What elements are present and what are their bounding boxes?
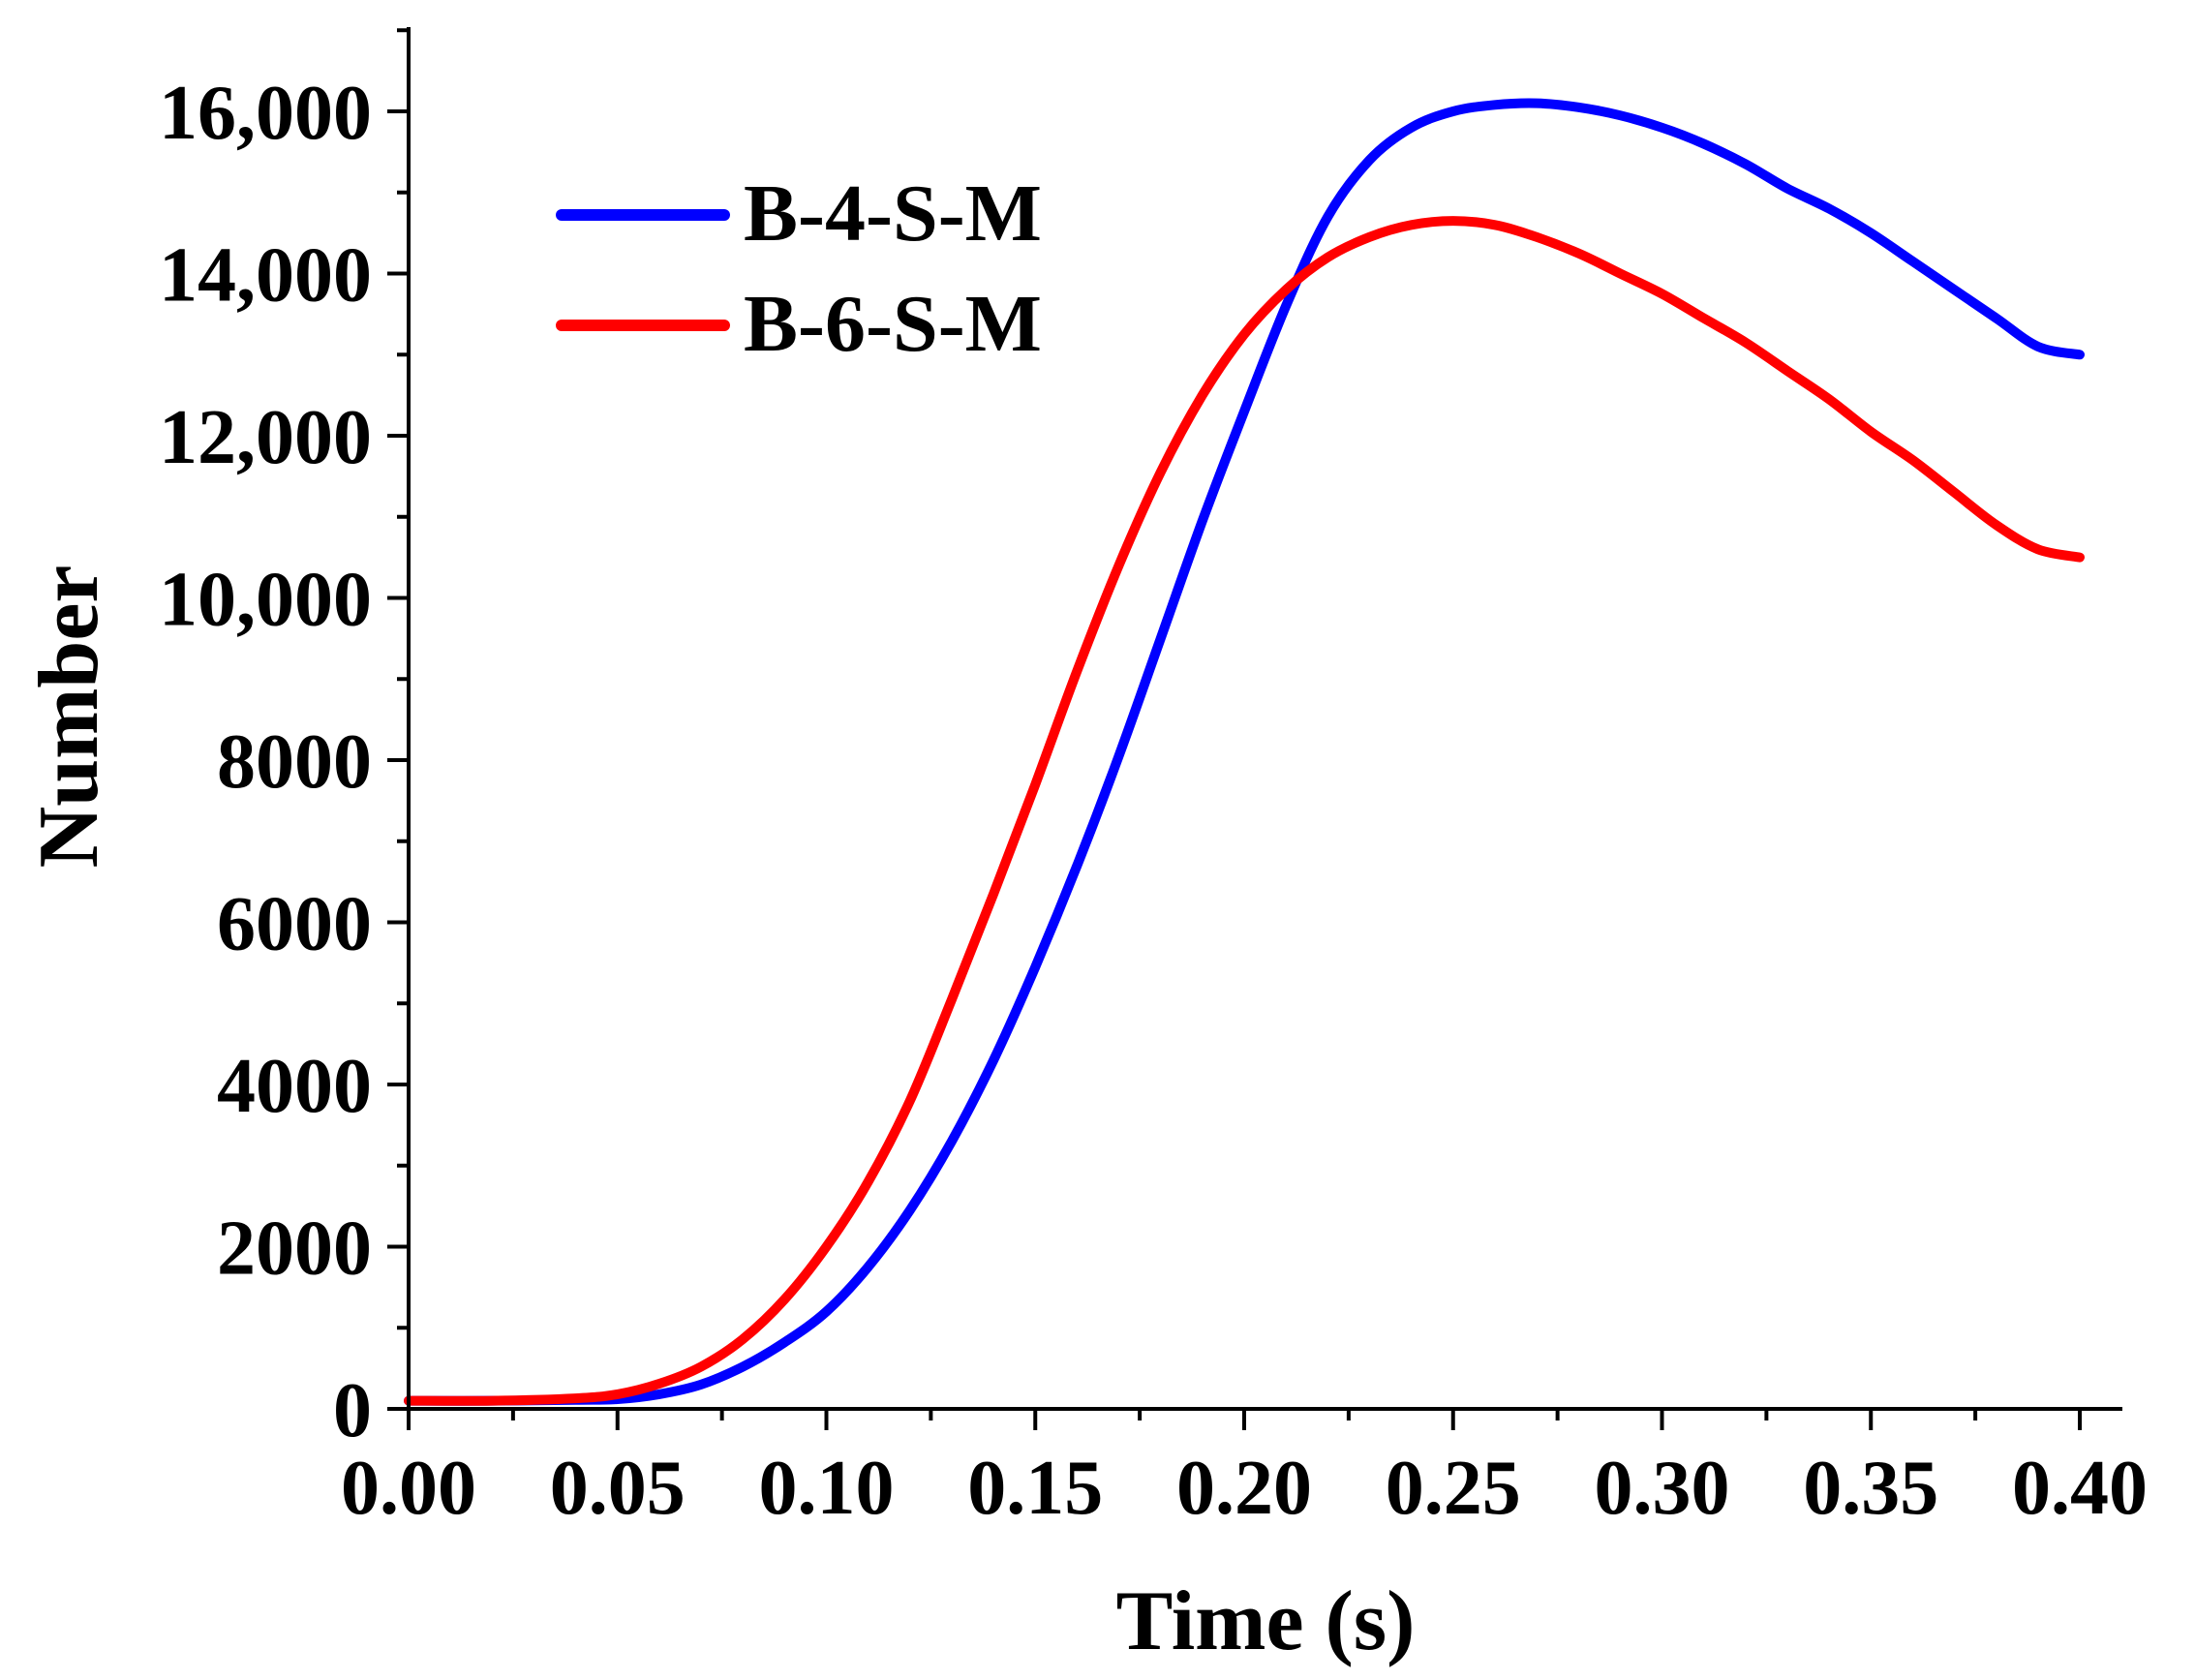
ticks [387,28,2082,1430]
y-tick-label: 2000 [217,1207,372,1292]
y-tick-label: 10,000 [159,558,372,643]
y-tick-label: 0 [333,1368,372,1453]
series-line-b4sm [404,98,2085,1406]
tick-labels: 0.00 0.05 0.10 0.15 0.20 0.25 0.30 0.35 0.40 0 200… [159,71,2148,1531]
axes [407,27,2122,1411]
x-tick-label: 0.30 [1595,1446,1730,1531]
x-tick-label: 0.25 [1386,1446,1521,1531]
x-tick-label: 0.05 [550,1446,686,1531]
x-axis-title: Time (s) [1116,1574,1416,1668]
y-tick-label: 8000 [217,719,372,805]
x-tick-label: 0.10 [759,1446,895,1531]
x-tick-label: 0.40 [2012,1446,2148,1531]
y-axis-title: Number [22,565,116,869]
x-tick-label: 0.15 [967,1446,1103,1531]
legend-label-b6sm: B-6-S-M [744,279,1042,369]
legend-label-b4sm: B-4-S-M [744,168,1042,259]
y-tick-label: 16,000 [159,71,372,156]
x-tick-label: 0.20 [1176,1446,1312,1531]
y-tick-label: 6000 [217,882,372,967]
y-tick-label: 14,000 [159,233,372,319]
y-tick-label: 4000 [217,1044,372,1129]
series-line-b6sm [404,216,2085,1406]
x-tick-label: 0.35 [1803,1446,1938,1531]
series-layer [404,98,2085,1406]
legend: B-4-S-M B-6-S-M [556,168,1042,369]
x-tick-label: 0.00 [341,1446,476,1531]
y-tick-label: 12,000 [159,395,372,480]
